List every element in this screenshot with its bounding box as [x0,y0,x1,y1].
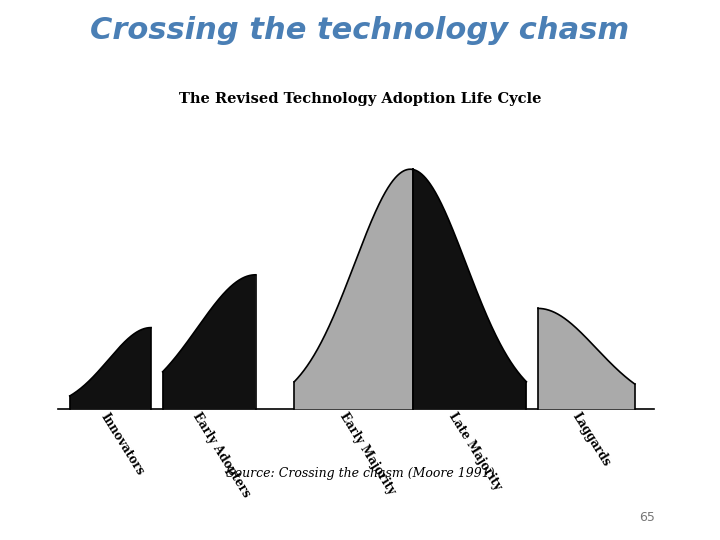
Text: Innovators: Innovators [97,410,146,477]
Polygon shape [294,169,413,409]
Polygon shape [163,275,256,409]
Text: Early Majority: Early Majority [338,410,398,497]
Polygon shape [538,308,635,409]
Text: Laggards: Laggards [570,410,613,469]
Text: Late Majority: Late Majority [446,410,504,492]
Text: Crossing the technology chasm: Crossing the technology chasm [91,16,629,45]
Text: The Revised Technology Adoption Life Cycle: The Revised Technology Adoption Life Cyc… [179,92,541,106]
Polygon shape [70,328,151,409]
Text: Early Adopters: Early Adopters [190,410,253,500]
Polygon shape [413,170,526,409]
Text: Source: Crossing the chasm (Moore 1991): Source: Crossing the chasm (Moore 1991) [225,467,495,480]
Text: 65: 65 [639,511,655,524]
